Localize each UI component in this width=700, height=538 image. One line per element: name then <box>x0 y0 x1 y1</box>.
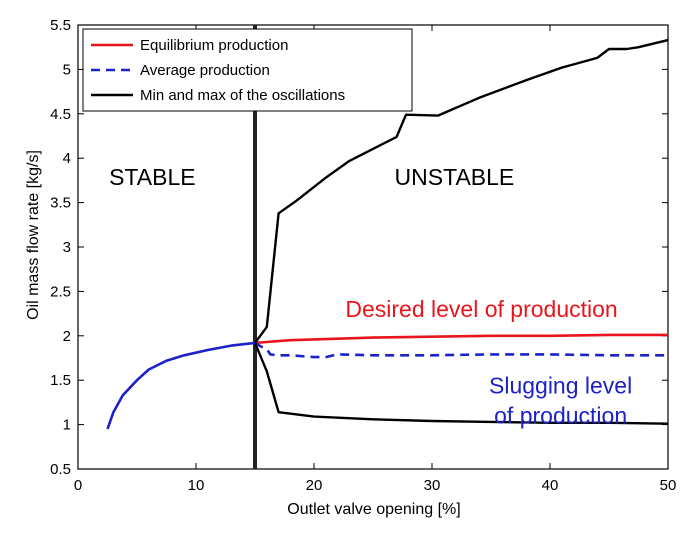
annotation-text: STABLE <box>109 164 196 190</box>
y-tick-label: 5.5 <box>50 17 71 34</box>
y-tick-label: 1.5 <box>50 372 71 389</box>
x-tick-label: 40 <box>542 477 559 494</box>
y-axis-label: Oil mass flow rate [kg/s] <box>25 150 42 320</box>
y-tick-label: 5 <box>63 61 71 78</box>
y-tick-label: 1 <box>63 417 71 434</box>
average-production-line <box>255 343 668 357</box>
annotation-text: UNSTABLE <box>395 164 515 190</box>
x-tick-label: 10 <box>188 477 205 494</box>
x-tick-label: 0 <box>74 477 82 494</box>
y-tick-label: 2.5 <box>50 283 71 300</box>
x-tick-label: 20 <box>306 477 323 494</box>
annotation-text: Slugging levelof production <box>489 373 632 429</box>
y-tick-label: 0.5 <box>50 461 71 478</box>
x-tick-label: 50 <box>660 477 677 494</box>
chart: 0 10 20 30 40 50 0.5 1 1.5 2 2.5 3 3.5 4 4.5 5 5.5 STABL… <box>0 0 700 538</box>
legend-label: Min and max of the oscillations <box>140 87 345 104</box>
y-tick-label: 3.5 <box>50 195 71 212</box>
annotation-text: Desired level of production <box>345 296 617 322</box>
legend-label: Average production <box>140 62 270 79</box>
stable-equilibrium-line <box>108 343 256 429</box>
y-tick-label: 2 <box>63 328 71 345</box>
x-axis-label: Outlet valve opening [%] <box>287 501 460 518</box>
annotations: STABLE UNSTABLE Desired level of productio… <box>109 164 632 429</box>
y-tick-label: 4.5 <box>50 106 71 123</box>
legend: Equilibrium production Average production… <box>83 29 412 111</box>
x-tick-label: 30 <box>424 477 441 494</box>
y-tick-label: 4 <box>63 150 71 167</box>
legend-label: Equilibrium production <box>140 37 288 54</box>
equilibrium-production-line <box>255 335 668 343</box>
y-tick-label: 3 <box>63 239 71 256</box>
